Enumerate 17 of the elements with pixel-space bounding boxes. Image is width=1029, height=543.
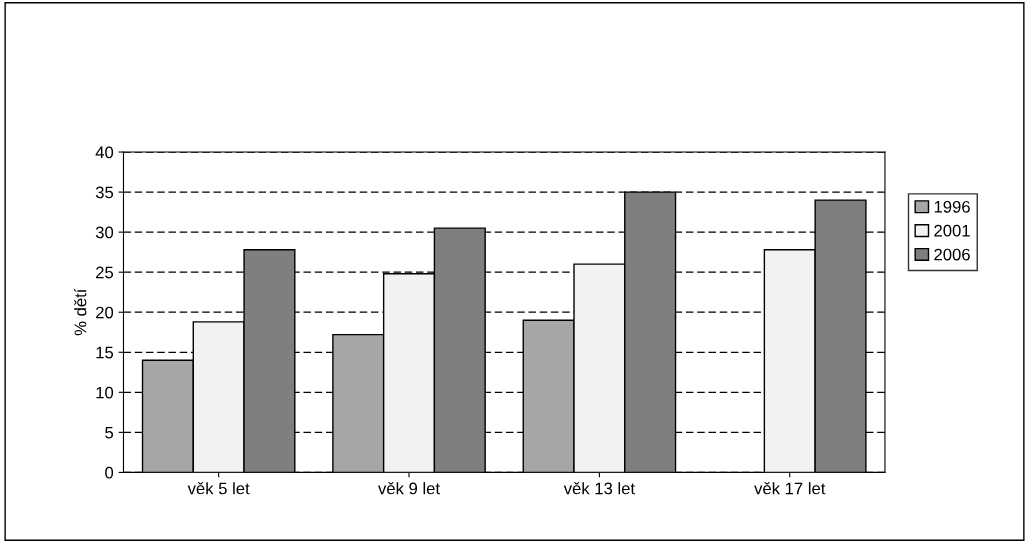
x-tick-label: věk 5 let	[187, 482, 250, 495]
y-tick-label: 30	[95, 226, 114, 239]
y-tick-label: 20	[96, 306, 114, 319]
y-tick-label: 15	[96, 346, 114, 359]
legend-label: 1996	[934, 200, 970, 213]
y-tick-label: 25	[96, 266, 114, 279]
y-axis-title: % dětí	[73, 288, 87, 336]
legend-label: 2001	[934, 224, 970, 237]
x-tick-label: věk 13 let	[563, 482, 635, 495]
legend-label: 2006	[934, 248, 970, 261]
y-tick-label: 0	[105, 466, 114, 479]
y-tick-label: 5	[105, 426, 114, 439]
y-tick-label: 40	[95, 146, 114, 159]
x-tick-label: věk 17 let	[754, 482, 826, 495]
x-tick-label: věk 9 let	[378, 482, 440, 495]
y-tick-label: 35	[95, 186, 114, 199]
y-tick-label: 10	[96, 386, 114, 399]
